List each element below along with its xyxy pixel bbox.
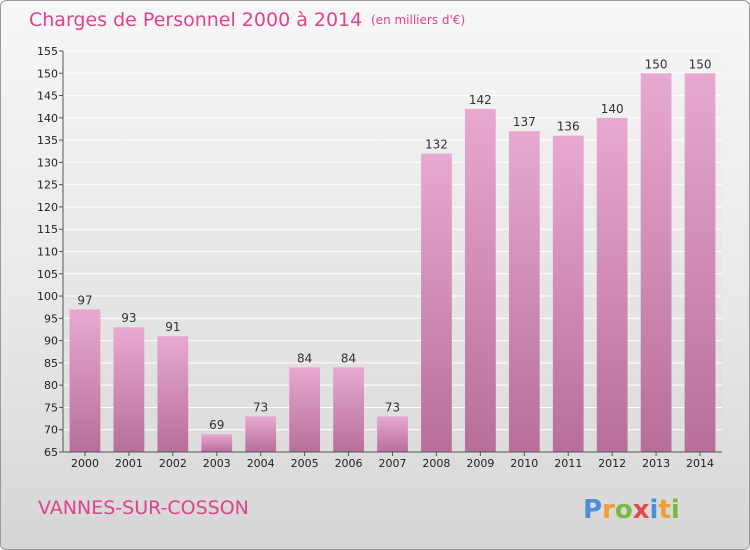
y-tick-label: 80 [44, 379, 58, 392]
bar-value-label: 140 [601, 102, 624, 116]
x-tick-label: 2004 [247, 457, 275, 470]
y-tick-label: 130 [37, 156, 58, 169]
bar-value-label: 150 [645, 57, 668, 71]
bar-2010 [508, 131, 540, 452]
bar-value-label: 136 [557, 120, 580, 134]
logo-letter: r [602, 495, 615, 525]
x-tick-label: 2008 [422, 457, 450, 470]
y-tick-label: 70 [44, 424, 58, 437]
y-tick-label: 105 [37, 268, 58, 281]
y-tick-label: 90 [44, 335, 58, 348]
bar-2004 [245, 416, 277, 452]
logo-letter: i [671, 495, 680, 525]
x-tick-label: 2013 [642, 457, 670, 470]
y-tick-label: 75 [44, 401, 58, 414]
proxiti-logo: Proxiti [583, 495, 680, 525]
logo-letter: x [633, 495, 650, 525]
y-tick-label: 125 [37, 179, 58, 192]
bar-value-label: 73 [253, 400, 268, 414]
y-tick-label: 85 [44, 357, 58, 370]
bar-value-label: 84 [341, 351, 356, 365]
bar-2005 [289, 367, 321, 452]
logo-letter: t [658, 495, 670, 525]
bar-value-label: 132 [425, 137, 448, 151]
bar-2008 [421, 153, 452, 452]
bar-2003 [201, 434, 233, 452]
bar-value-label: 137 [513, 115, 536, 129]
bar-value-label: 69 [209, 418, 224, 432]
y-tick-label: 110 [37, 246, 58, 259]
bar-2012 [596, 117, 628, 452]
logo-letter: o [615, 495, 633, 525]
x-axis: 2000 2001 2002 2003 2004 2005 2006 2007 2008 2009… [71, 452, 714, 470]
y-tick-label: 140 [37, 112, 58, 125]
y-tick-label: 95 [44, 312, 58, 325]
y-tick-label: 100 [37, 290, 58, 303]
chart-subtitle: (en milliers d'€) [371, 13, 465, 27]
bar-value-label: 97 [77, 293, 92, 307]
bar-value-label: 93 [121, 311, 136, 325]
y-tick-label: 120 [37, 201, 58, 214]
x-tick-label: 2002 [159, 457, 187, 470]
bar-2009 [464, 108, 496, 452]
bar-2011 [552, 135, 584, 452]
logo-letter: i [650, 495, 659, 525]
x-tick-label: 2001 [115, 457, 143, 470]
bar-2000 [69, 309, 101, 452]
logo-letter: P [583, 495, 602, 525]
x-tick-label: 2011 [554, 457, 582, 470]
bar-2002 [157, 336, 189, 452]
y-tick-label: 150 [37, 67, 58, 80]
x-tick-label: 2000 [71, 457, 99, 470]
x-tick-label: 2007 [379, 457, 407, 470]
y-tick-label: 65 [44, 446, 58, 459]
bar-2013 [640, 73, 672, 453]
bar-2006 [333, 367, 364, 452]
y-axis: 65 70 75 80 85 90 95 100 105 110 115 120 125 130 135 14… [37, 45, 64, 459]
x-tick-label: 2012 [598, 457, 626, 470]
bar-value-label: 91 [165, 320, 180, 334]
x-tick-label: 2014 [686, 457, 714, 470]
y-tick-label: 115 [37, 223, 58, 236]
x-tick-label: 2009 [466, 457, 494, 470]
y-tick-label: 135 [37, 134, 58, 147]
bar-value-label: 84 [297, 351, 312, 365]
bar-value-label: 142 [469, 93, 492, 107]
bars: 97 93 91 69 73 84 84 73 132 142 137 136 140 150 150 [69, 57, 716, 453]
x-tick-label: 2003 [203, 457, 231, 470]
chart-title: Charges de Personnel 2000 à 2014 [29, 9, 362, 31]
bar-2007 [377, 416, 408, 452]
x-tick-label: 2005 [291, 457, 319, 470]
y-tick-label: 155 [37, 45, 58, 58]
location-name: VANNES-SUR-COSSON [38, 497, 249, 519]
x-tick-label: 2010 [510, 457, 538, 470]
bar-2014 [684, 73, 716, 453]
x-tick-label: 2006 [335, 457, 363, 470]
bar-value-label: 73 [385, 400, 400, 414]
bar-value-label: 150 [689, 57, 712, 71]
y-tick-label: 145 [37, 90, 58, 103]
bar-2001 [113, 327, 145, 452]
